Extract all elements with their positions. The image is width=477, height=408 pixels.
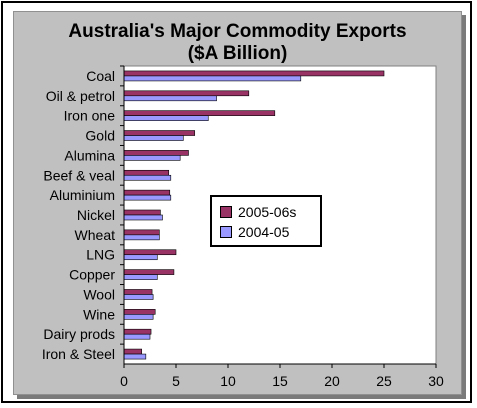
legend-swatch-1 xyxy=(220,206,232,218)
bar-1-12 xyxy=(123,289,153,295)
category-label-5: Alumina xyxy=(64,147,115,163)
bar-2-6 xyxy=(123,174,172,181)
bar-1-11 xyxy=(123,269,175,275)
category-label-11: Copper xyxy=(69,267,115,283)
bar-2-8 xyxy=(123,214,163,221)
bar-2-9 xyxy=(123,234,160,241)
bar-2-10 xyxy=(123,254,158,261)
bar-2-3 xyxy=(123,115,209,121)
chart-title: Australia's Major Commodity Exports xyxy=(68,21,407,42)
bar-1-4 xyxy=(123,130,196,136)
chart-subtitle: ($A Billion) xyxy=(187,43,288,64)
bar-2-13 xyxy=(123,314,154,320)
legend-label-1: 2005-06s xyxy=(238,204,297,220)
bar-1-6 xyxy=(123,169,170,176)
category-label-6: Beef & veal xyxy=(43,167,115,183)
category-label-3: Iron one xyxy=(64,108,116,124)
x-tick-label-5: 20 xyxy=(324,373,340,389)
bar-2-15 xyxy=(123,353,147,360)
category-label-7: Aluminium xyxy=(50,187,115,203)
bar-1-9 xyxy=(123,229,160,236)
legend-swatch-2 xyxy=(220,226,232,238)
bar-2-2 xyxy=(123,95,217,102)
category-label-15: Iron & Steel xyxy=(42,346,115,362)
category-label-10: LNG xyxy=(86,247,115,263)
chart-frame: Australia's Major Commodity Exports ($A … xyxy=(1,1,472,403)
category-label-9: Wheat xyxy=(75,227,116,243)
bar-1-5 xyxy=(123,150,189,156)
bar-1-8 xyxy=(123,209,161,216)
x-tick-label-3: 10 xyxy=(220,373,236,389)
legend-label-2: 2004-05 xyxy=(238,224,290,240)
legend-entry-1: 2005-06s xyxy=(220,204,296,220)
category-label-8: Nickel xyxy=(77,207,115,223)
bar-1-2 xyxy=(123,90,250,97)
bar-1-1 xyxy=(123,70,385,77)
category-label-14: Dairy prods xyxy=(43,326,115,342)
x-tick-label-7: 30 xyxy=(428,373,444,389)
bar-1-13 xyxy=(123,309,156,315)
bar-2-12 xyxy=(123,294,154,300)
bar-2-1 xyxy=(123,75,302,82)
bar-1-14 xyxy=(123,328,152,335)
category-label-1: Coal xyxy=(86,68,115,84)
legend: 2005-06s 2004-05 xyxy=(210,195,322,247)
category-label-12: Wool xyxy=(83,286,115,302)
bar-1-10 xyxy=(123,249,177,256)
bar-2-14 xyxy=(123,333,151,340)
bar-2-11 xyxy=(123,274,158,280)
category-label-13: Wine xyxy=(83,306,115,322)
x-tick-label-4: 15 xyxy=(272,373,288,389)
bar-2-4 xyxy=(123,135,184,141)
x-tick-label-6: 25 xyxy=(376,373,392,389)
bar-1-7 xyxy=(123,189,171,196)
bar-1-15 xyxy=(123,348,142,355)
x-tick-label-2: 5 xyxy=(172,373,180,389)
chart-panel: Australia's Major Commodity Exports ($A … xyxy=(13,11,462,395)
legend-entry-2: 2004-05 xyxy=(220,224,289,240)
bar-2-7 xyxy=(123,194,172,201)
category-label-4: Gold xyxy=(85,128,115,144)
bar-chart: Coal Oil & petrol Iron one Gold Alumina Beef … xyxy=(42,65,444,389)
bar-1-3 xyxy=(123,110,276,116)
x-tick-label-1: 0 xyxy=(120,373,128,389)
bar-2-5 xyxy=(123,155,181,161)
category-label-2: Oil & petrol xyxy=(46,88,115,104)
